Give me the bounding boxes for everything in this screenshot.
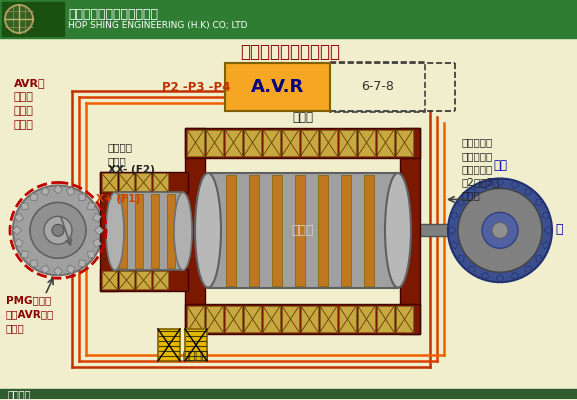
- Bar: [119, 194, 127, 268]
- Bar: [0, 389, 577, 399]
- Circle shape: [492, 222, 508, 238]
- Bar: [301, 306, 318, 332]
- Circle shape: [5, 5, 33, 33]
- Bar: [400, 128, 420, 334]
- Bar: [135, 194, 143, 268]
- Bar: [320, 130, 337, 156]
- Bar: [158, 329, 180, 361]
- Bar: [272, 176, 282, 286]
- Bar: [249, 176, 259, 286]
- Circle shape: [13, 186, 103, 275]
- Circle shape: [30, 202, 86, 258]
- Bar: [187, 130, 204, 156]
- Bar: [136, 174, 151, 192]
- Bar: [226, 176, 236, 286]
- Text: 主转子: 主转子: [292, 224, 314, 237]
- Text: AVR输
出直流
电给励
磁定子: AVR输 出直流 电给励 磁定子: [14, 78, 46, 130]
- Ellipse shape: [385, 173, 411, 288]
- Bar: [263, 130, 280, 156]
- Bar: [301, 130, 318, 156]
- Bar: [396, 130, 413, 156]
- Bar: [167, 194, 175, 268]
- Text: 主定子: 主定子: [293, 111, 313, 124]
- Bar: [225, 130, 242, 156]
- Text: XX- (F2): XX- (F2): [108, 164, 155, 174]
- Bar: [358, 130, 375, 156]
- Text: P2 -P3 -P4: P2 -P3 -P4: [162, 81, 230, 94]
- Bar: [341, 176, 351, 286]
- Bar: [119, 271, 134, 289]
- Bar: [136, 271, 151, 289]
- Bar: [185, 128, 205, 334]
- Bar: [398, 224, 508, 236]
- Bar: [282, 130, 299, 156]
- Bar: [208, 174, 398, 288]
- Bar: [206, 306, 223, 332]
- Bar: [185, 304, 420, 334]
- Text: PMG提供电
源给AVR（安
装时）: PMG提供电 源给AVR（安 装时）: [6, 295, 54, 333]
- Bar: [225, 63, 330, 111]
- Bar: [339, 306, 356, 332]
- Circle shape: [448, 178, 552, 282]
- Text: 合成工程（香港）有限公司: 合成工程（香港）有限公司: [68, 8, 158, 21]
- Circle shape: [458, 188, 542, 272]
- Bar: [119, 174, 134, 192]
- Bar: [339, 130, 356, 156]
- Ellipse shape: [174, 192, 192, 270]
- Bar: [100, 172, 188, 194]
- Circle shape: [44, 216, 72, 244]
- Bar: [295, 176, 305, 286]
- Bar: [244, 130, 261, 156]
- Bar: [100, 172, 118, 291]
- Bar: [2, 2, 64, 36]
- Bar: [187, 306, 204, 332]
- Text: 轴: 轴: [555, 223, 563, 236]
- Bar: [377, 306, 394, 332]
- Bar: [206, 130, 223, 156]
- Text: 轴承: 轴承: [493, 158, 507, 172]
- Circle shape: [482, 212, 518, 248]
- Text: 6-7-8: 6-7-8: [362, 80, 395, 93]
- Bar: [115, 192, 183, 270]
- Bar: [153, 271, 168, 289]
- Bar: [151, 194, 159, 268]
- Text: HOP SHING ENGINEERING (H.K) CO; LTD: HOP SHING ENGINEERING (H.K) CO; LTD: [68, 21, 248, 30]
- Text: 从主定子来
的交流电源
和传感信号
（2相或3相
感应）: 从主定子来 的交流电源 和传感信号 （2相或3相 感应）: [462, 138, 500, 200]
- Bar: [364, 176, 374, 286]
- Text: 整流模块: 整流模块: [183, 351, 209, 361]
- Bar: [282, 306, 299, 332]
- Bar: [153, 174, 168, 192]
- Bar: [0, 0, 577, 38]
- Text: X+ (F1): X+ (F1): [96, 194, 140, 204]
- Ellipse shape: [195, 173, 221, 288]
- Bar: [108, 224, 208, 236]
- Text: 内部培训: 内部培训: [8, 389, 32, 399]
- Text: 发电机基本结构和电路: 发电机基本结构和电路: [240, 43, 340, 61]
- Bar: [396, 306, 413, 332]
- Bar: [185, 329, 207, 361]
- Bar: [377, 130, 394, 156]
- Bar: [102, 271, 117, 289]
- Ellipse shape: [106, 192, 124, 270]
- Bar: [263, 306, 280, 332]
- Bar: [318, 176, 328, 286]
- Bar: [320, 306, 337, 332]
- Bar: [225, 306, 242, 332]
- Bar: [100, 269, 188, 291]
- Bar: [330, 62, 425, 112]
- Bar: [358, 306, 375, 332]
- Bar: [102, 174, 117, 192]
- Text: 励磁转子
和定子: 励磁转子 和定子: [108, 142, 133, 166]
- Bar: [185, 128, 420, 158]
- Circle shape: [52, 224, 64, 236]
- Bar: [244, 306, 261, 332]
- Text: A.V.R: A.V.R: [251, 78, 304, 96]
